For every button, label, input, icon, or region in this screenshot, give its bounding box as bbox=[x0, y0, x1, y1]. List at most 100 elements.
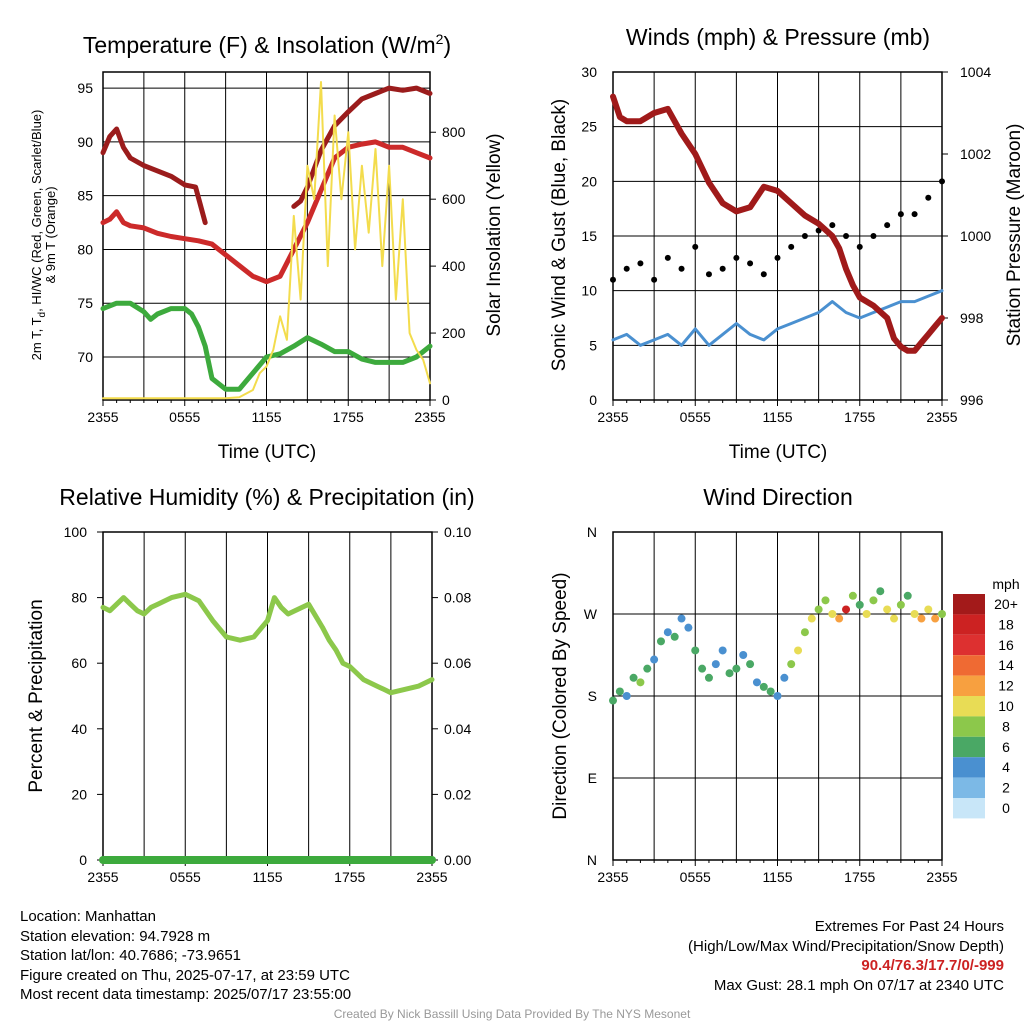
legend-swatch bbox=[953, 634, 985, 656]
gust-point bbox=[939, 178, 945, 185]
gust-point bbox=[637, 260, 644, 267]
y2-tick-label: 600 bbox=[442, 191, 466, 207]
extremes-title: Extremes For Past 24 Hours bbox=[814, 918, 1004, 935]
gust-point bbox=[911, 211, 918, 218]
direction-point bbox=[896, 600, 905, 609]
direction-point bbox=[663, 628, 672, 637]
location-text: Location: Manhattan bbox=[20, 908, 156, 925]
gust-point bbox=[925, 194, 932, 201]
max-gust-text: Max Gust: 28.1 mph On 07/17 at 2340 UTC bbox=[713, 976, 1004, 994]
humidity-title: Relative Humidity (%) & Precipitation (i… bbox=[59, 484, 474, 510]
gust-point bbox=[856, 243, 863, 250]
gust-point bbox=[788, 243, 795, 250]
direction-point bbox=[704, 673, 713, 682]
temperature-xlabel: Time (UTC) bbox=[218, 442, 317, 463]
x-tick-label: 0555 bbox=[170, 869, 201, 885]
y-tick-label: 85 bbox=[77, 188, 93, 204]
direction-title: Wind Direction bbox=[703, 484, 853, 510]
y-tick-label: 40 bbox=[71, 721, 87, 737]
direction-point bbox=[890, 614, 899, 623]
direction-point bbox=[698, 664, 707, 673]
legend-swatch bbox=[953, 614, 985, 635]
x-tick-label: 1155 bbox=[762, 409, 792, 425]
series-line bbox=[611, 289, 944, 347]
direction-point bbox=[766, 687, 775, 696]
x-tick-label: 0555 bbox=[680, 409, 711, 425]
y-tick-label: 0 bbox=[79, 852, 87, 868]
direction-point bbox=[609, 696, 617, 705]
direction-ylabel: Direction (Colored By Speed) bbox=[550, 572, 571, 819]
y2-tick-label: 200 bbox=[442, 325, 466, 341]
direction-point bbox=[807, 614, 816, 623]
direction-point bbox=[691, 646, 700, 655]
gust-point bbox=[897, 211, 904, 218]
direction-point bbox=[794, 646, 803, 655]
y-tick-label: N bbox=[587, 852, 597, 868]
series-line bbox=[102, 81, 431, 400]
direction-point bbox=[718, 646, 727, 655]
y-tick-label: 70 bbox=[77, 349, 93, 365]
gust-point bbox=[719, 265, 726, 272]
y2-tick-label: 0.02 bbox=[444, 786, 471, 802]
temperature-y2label: Solar Insolation (Yellow) bbox=[484, 133, 505, 336]
direction-point bbox=[938, 610, 946, 618]
y-tick-label: S bbox=[588, 688, 597, 704]
x-tick-label: 0555 bbox=[169, 409, 200, 425]
winds-plot-area: 2355 0555 1155 1755 235505101520253099699810… bbox=[581, 64, 991, 425]
gust-point bbox=[692, 243, 699, 250]
direction-point bbox=[684, 623, 693, 632]
y2-tick-label: 998 bbox=[960, 310, 984, 326]
x-tick-label: 1155 bbox=[251, 409, 281, 425]
y2-tick-label: 996 bbox=[960, 392, 984, 408]
direction-point bbox=[883, 605, 892, 614]
created-text: Figure created on Thu, 2025-07-17, at 23… bbox=[20, 966, 350, 984]
y2-tick-label: 1000 bbox=[960, 228, 991, 244]
x-tick-label: 2355 bbox=[87, 869, 118, 885]
series-line bbox=[610, 93, 945, 354]
direction-point bbox=[670, 632, 679, 641]
legend-label: 2 bbox=[1002, 780, 1010, 796]
gust-point bbox=[843, 233, 850, 239]
y-tick-label: 25 bbox=[581, 119, 597, 135]
gust-point bbox=[774, 254, 781, 261]
humidity-panel: Relative Humidity (%) & Precipitation (i… bbox=[26, 484, 475, 885]
x-tick-label: 1755 bbox=[333, 409, 364, 425]
y-tick-label: 95 bbox=[77, 80, 93, 96]
y-tick-label: 30 bbox=[581, 64, 597, 80]
y2-tick-label: 0.08 bbox=[444, 590, 471, 606]
gust-point bbox=[884, 222, 891, 229]
extremes-values: 90.4/76.3/17.7/0/-999 bbox=[861, 957, 1004, 974]
winds-y2label: Station Pressure (Maroon) bbox=[1004, 124, 1024, 347]
gust-point bbox=[801, 233, 808, 239]
y-tick-label: 90 bbox=[77, 134, 93, 150]
temperature-ylabel-line2: & 9m T (Orange) bbox=[43, 186, 58, 283]
series-line bbox=[100, 300, 433, 392]
direction-point bbox=[752, 678, 761, 687]
direction-point bbox=[773, 692, 782, 700]
direction-point bbox=[739, 651, 748, 659]
legend-swatch bbox=[953, 655, 985, 676]
y2-tick-label: 1004 bbox=[960, 64, 991, 80]
legend-swatch bbox=[953, 777, 985, 798]
recent-text: Most recent data timestamp: 2025/07/17 2… bbox=[20, 986, 352, 1003]
y2-tick-label: 0.10 bbox=[444, 524, 471, 540]
direction-point bbox=[814, 605, 823, 614]
gust-point bbox=[733, 254, 740, 261]
direction-point bbox=[746, 660, 755, 669]
direction-point bbox=[842, 605, 851, 614]
y-tick-label: N bbox=[587, 524, 597, 540]
speed-legend: 20+ 18 16 14 12 10 8 6 4 2 0 bbox=[953, 594, 1018, 819]
legend-swatch bbox=[953, 716, 985, 737]
gust-point bbox=[705, 271, 712, 278]
legend-label: 18 bbox=[998, 616, 1014, 632]
direction-point bbox=[780, 673, 789, 682]
direction-point bbox=[931, 614, 940, 623]
temperature-ylabel: 2m T, Td, HI/WC (Red, Green, Scarlet/Blu… bbox=[29, 110, 48, 361]
extremes-info: Extremes For Past 24 Hours (High/Low/Max… bbox=[688, 917, 1004, 995]
winds-xlabel: Time (UTC) bbox=[729, 442, 828, 463]
y-tick-label: 100 bbox=[64, 524, 88, 540]
y-tick-label: 80 bbox=[77, 241, 93, 257]
